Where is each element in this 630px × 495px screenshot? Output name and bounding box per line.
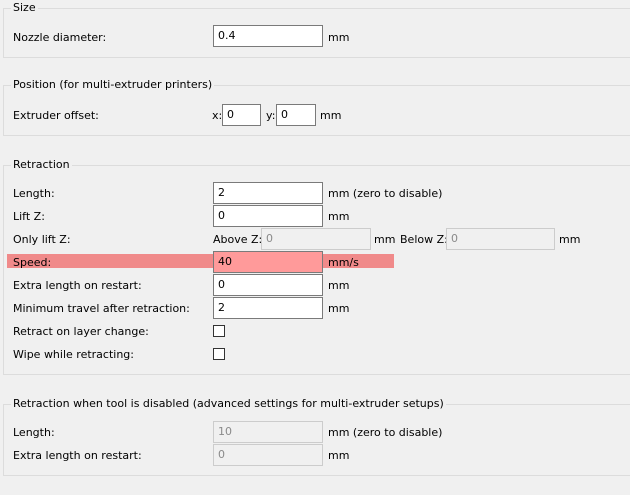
- group-title: Retraction: [11, 158, 72, 171]
- extra-length-input[interactable]: 0: [213, 274, 323, 296]
- unit: mm: [374, 233, 396, 246]
- group-title: Position (for multi-extruder printers): [11, 78, 215, 91]
- disabled-length-label: Length:: [13, 426, 55, 439]
- nozzle-diameter-input[interactable]: 0.4: [213, 25, 323, 47]
- unit: mm/s: [328, 256, 359, 269]
- group-title: Retraction when tool is disabled (advanc…: [11, 397, 446, 410]
- lift-z-label: Lift Z:: [13, 210, 45, 223]
- wipe-label: Wipe while retracting:: [13, 348, 134, 361]
- unit: mm: [328, 279, 350, 292]
- x-label: x:: [212, 109, 223, 122]
- offset-x-input[interactable]: 0: [222, 104, 261, 126]
- disabled-extra-length-input[interactable]: 0: [213, 444, 323, 466]
- extruder-offset-label: Extruder offset:: [13, 109, 99, 122]
- unit: mm (zero to disable): [328, 187, 443, 200]
- offset-y-input[interactable]: 0: [276, 104, 316, 126]
- extra-length-label: Extra length on restart:: [13, 279, 142, 292]
- unit: mm (zero to disable): [328, 426, 443, 439]
- length-label: Length:: [13, 187, 55, 200]
- retract-layer-change-checkbox[interactable]: [213, 325, 225, 337]
- speed-input[interactable]: 40: [213, 251, 323, 273]
- unit: mm: [328, 302, 350, 315]
- speed-label: Speed:: [13, 256, 52, 269]
- lift-z-input[interactable]: 0: [213, 205, 323, 227]
- wipe-checkbox[interactable]: [213, 348, 225, 360]
- y-label: y:: [266, 109, 276, 122]
- retract-layer-change-label: Retract on layer change:: [13, 325, 149, 338]
- only-lift-z-label: Only lift Z:: [13, 233, 71, 246]
- unit: mm: [328, 449, 350, 462]
- unit: mm: [320, 109, 342, 122]
- unit: mm: [559, 233, 581, 246]
- disabled-retraction-group: Retraction when tool is disabled (advanc…: [3, 397, 630, 476]
- group-title: Size: [11, 1, 38, 14]
- min-travel-label: Minimum travel after retraction:: [13, 302, 190, 315]
- disabled-length-input[interactable]: 10: [213, 421, 323, 443]
- below-z-input[interactable]: 0: [446, 228, 555, 250]
- above-z-label: Above Z:: [213, 233, 263, 246]
- retraction-group: Retraction: [3, 158, 630, 375]
- below-z-label: Below Z:: [400, 233, 448, 246]
- above-z-input[interactable]: 0: [261, 228, 371, 250]
- size-group: Size: [3, 1, 630, 58]
- nozzle-diameter-label: Nozzle diameter:: [13, 31, 107, 44]
- min-travel-input[interactable]: 2: [213, 297, 323, 319]
- length-input[interactable]: 2: [213, 182, 323, 204]
- disabled-extra-length-label: Extra length on restart:: [13, 449, 142, 462]
- unit: mm: [328, 210, 350, 223]
- position-group: Position (for multi-extruder printers): [3, 78, 630, 136]
- unit: mm: [328, 31, 350, 44]
